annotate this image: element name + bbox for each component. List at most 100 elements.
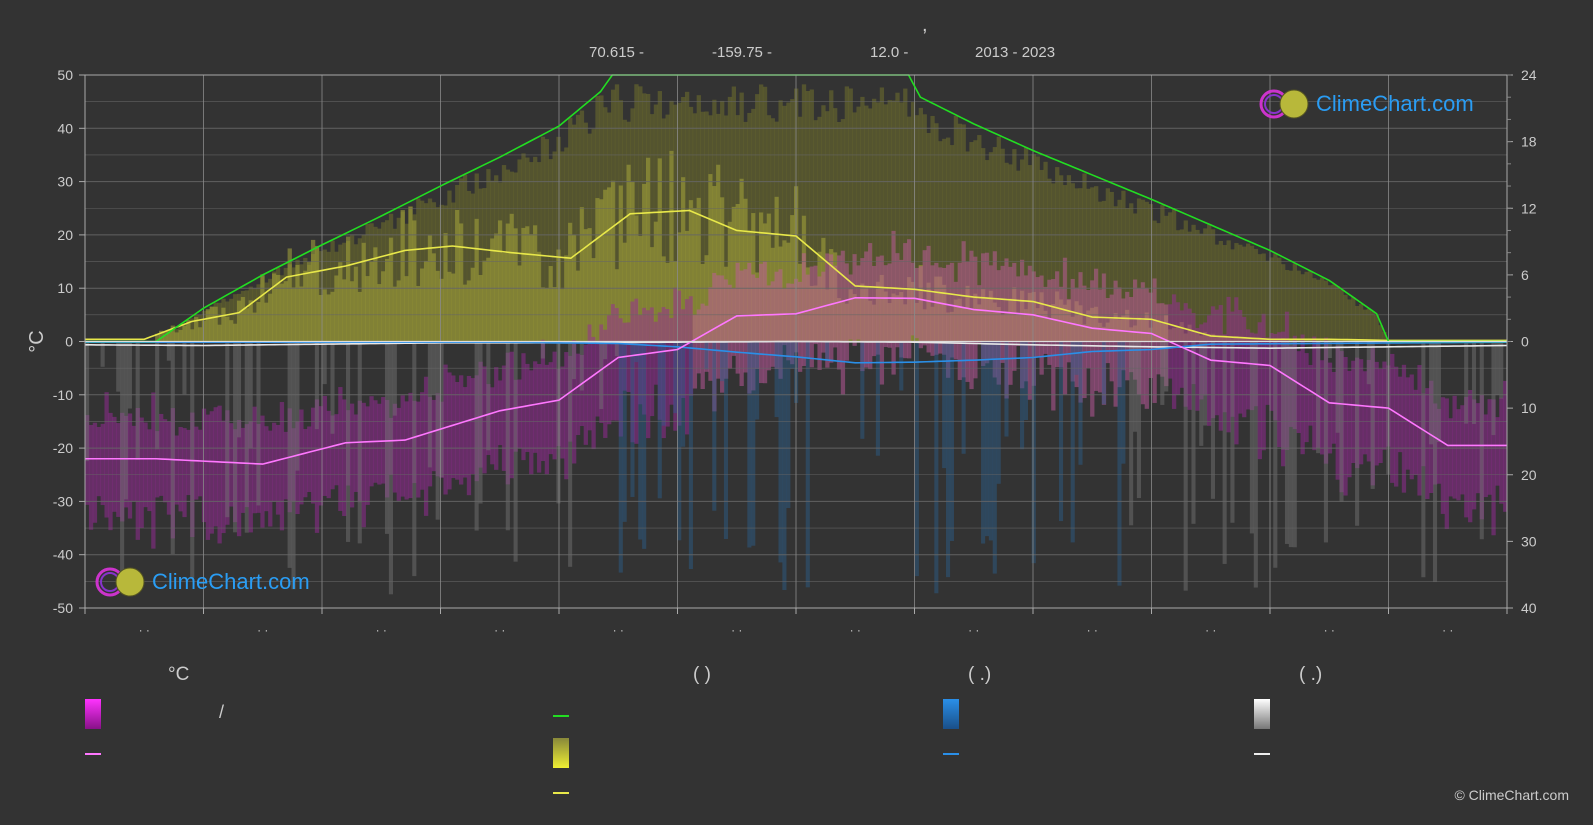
temp-range-bar xyxy=(1210,306,1216,419)
daylight-bar xyxy=(1058,175,1064,342)
daylight-bar xyxy=(1312,278,1317,342)
temp-range-bar xyxy=(1094,268,1099,391)
logo-top: ClimeChart.com xyxy=(1258,88,1474,120)
temp-range-bar xyxy=(396,407,401,501)
temp-range-bar xyxy=(548,362,553,455)
daylight-bar xyxy=(622,119,627,342)
daylight-bar xyxy=(1047,178,1052,342)
sunshine-bar xyxy=(1327,338,1333,342)
sunshine-bar xyxy=(451,273,456,342)
rain-bar xyxy=(677,341,682,541)
daylight-bar xyxy=(817,116,822,342)
temp-range-bar xyxy=(540,339,546,462)
sunshine-bar xyxy=(322,289,327,342)
daylight-bar xyxy=(1308,270,1313,342)
climechart-logo-icon xyxy=(1259,89,1309,119)
temp-range-bar xyxy=(420,392,425,490)
temp-range-bar xyxy=(1448,418,1453,497)
rain-bar xyxy=(949,341,954,541)
temp-range-bar xyxy=(700,303,705,389)
daylight-bar xyxy=(1358,304,1364,342)
daylight-bar xyxy=(486,169,491,342)
sunshine-bar xyxy=(692,208,698,342)
sunshine-bar xyxy=(162,331,168,342)
temp-range-bar xyxy=(1109,294,1114,382)
daylight-bar xyxy=(330,240,335,342)
right-top-tick-label: 12 xyxy=(1521,200,1537,216)
temp-range-bar xyxy=(1464,396,1469,518)
sunshine-bar xyxy=(400,210,405,342)
temp-range-bar xyxy=(1296,351,1301,434)
daylight-bar xyxy=(1105,188,1111,342)
temp-range-bar xyxy=(591,336,596,450)
sunshine-bar xyxy=(346,236,351,342)
daylight-bar xyxy=(1187,231,1192,342)
title-comma: , xyxy=(922,14,928,36)
sunshine-bar xyxy=(603,189,608,342)
daylight-bar xyxy=(903,88,908,342)
sunshine-bar xyxy=(766,213,772,342)
snow-bar xyxy=(155,341,160,450)
legend-temp-mean-line xyxy=(85,753,101,755)
daylight-bar xyxy=(1109,191,1114,342)
temp-range-bar xyxy=(825,253,830,368)
daylight-bar xyxy=(614,84,620,342)
sunshine-bar xyxy=(268,293,273,342)
temp-range-bar xyxy=(930,265,935,356)
sunshine-bar xyxy=(283,281,288,342)
snow-bar xyxy=(540,341,545,359)
daylight-bar xyxy=(1156,223,1161,342)
snow-bar xyxy=(1335,341,1340,433)
temp-range-bar xyxy=(1183,303,1188,407)
rain-bar xyxy=(1074,341,1079,375)
temp-range-bar xyxy=(599,324,604,424)
sunshine-bar xyxy=(353,266,359,342)
legend-snow-line xyxy=(1254,753,1270,755)
rain-bar xyxy=(704,341,709,370)
temp-range-bar xyxy=(887,263,892,348)
snow-bar xyxy=(568,341,573,567)
snow-bar xyxy=(314,341,319,430)
temp-range-bar xyxy=(307,426,312,493)
sunshine-bar xyxy=(688,200,694,342)
temp-range-bar xyxy=(353,414,359,492)
daylight-bar xyxy=(1055,167,1060,342)
daylight-bar xyxy=(1183,220,1188,342)
sunshine-bar xyxy=(1339,339,1344,342)
temp-range-bar xyxy=(1487,399,1492,495)
sunshine-bar xyxy=(182,325,187,342)
left-tick-label: 10 xyxy=(57,280,73,296)
temp-range-bar xyxy=(630,301,635,443)
sunshine-bar xyxy=(599,199,604,342)
temp-range-bar xyxy=(166,421,172,515)
temp-range-bar xyxy=(607,315,612,425)
sunshine-bar xyxy=(634,215,639,342)
sunshine-bar xyxy=(229,320,234,342)
rain-bar xyxy=(1117,341,1122,586)
temp-range-bar xyxy=(973,256,978,379)
snow-bar xyxy=(1323,341,1328,543)
snow-bar xyxy=(1191,341,1196,524)
temp-range-bar xyxy=(197,429,203,497)
temp-range-bar xyxy=(1117,287,1122,388)
rain-bar xyxy=(875,341,880,456)
temp-range-bar xyxy=(408,392,413,499)
sunshine-bar xyxy=(1351,340,1356,342)
rain-bar xyxy=(751,341,756,546)
daylight-bar xyxy=(684,91,690,342)
sunshine-bar xyxy=(622,242,627,342)
snow-bar xyxy=(513,341,518,562)
sunshine-bar xyxy=(790,215,795,342)
temp-range-bar xyxy=(945,264,951,378)
sunshine-bar xyxy=(1304,338,1309,342)
sunshine-bar xyxy=(501,253,507,342)
temp-range-bar xyxy=(1370,345,1375,486)
snow-bar xyxy=(225,341,230,518)
daylight-bar xyxy=(1168,212,1173,342)
daylight-bar xyxy=(1288,270,1294,342)
snow-bar xyxy=(1292,341,1297,548)
daylight-bar xyxy=(560,151,565,342)
sunshine-bar xyxy=(361,242,366,342)
rain-bar xyxy=(1121,341,1126,464)
